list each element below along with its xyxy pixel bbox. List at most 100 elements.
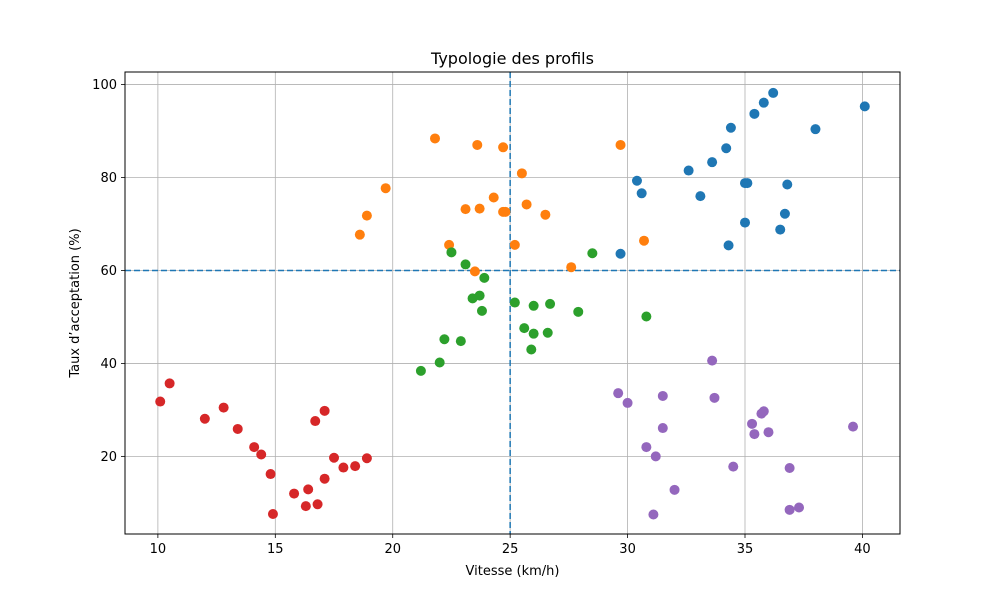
- data-point-cluster-1: [636, 188, 647, 199]
- data-point-cluster-3: [519, 323, 530, 334]
- data-point-cluster-3: [474, 290, 485, 301]
- data-point-cluster-3: [439, 334, 450, 345]
- data-point-cluster-5: [728, 461, 739, 472]
- data-point-cluster-1: [723, 240, 734, 251]
- data-point-cluster-5: [657, 423, 668, 434]
- x-axis-label: Vitesse (km/h): [466, 564, 560, 579]
- x-tick-label: 40: [854, 542, 871, 557]
- grid: [125, 72, 900, 534]
- data-point-cluster-1: [707, 157, 718, 168]
- data-point-cluster-3: [460, 259, 471, 270]
- data-point-cluster-2: [521, 199, 532, 210]
- data-point-cluster-2: [540, 209, 551, 220]
- x-tick-label: 30: [619, 542, 636, 557]
- data-point-cluster-5: [613, 388, 624, 399]
- plot-frame: [124, 71, 901, 535]
- data-point-cluster-4: [350, 461, 361, 472]
- data-point-cluster-3: [542, 327, 553, 338]
- data-point-cluster-3: [509, 297, 520, 308]
- data-point-cluster-2: [430, 133, 440, 144]
- data-point-cluster-1: [758, 97, 769, 108]
- data-point-cluster-2: [472, 139, 483, 150]
- data-point-cluster-1: [810, 124, 821, 135]
- data-point-cluster-5: [848, 421, 859, 432]
- data-point-cluster-3: [446, 247, 457, 258]
- data-point-cluster-1: [740, 217, 750, 228]
- data-point-cluster-3: [573, 306, 584, 317]
- data-point-cluster-1: [782, 179, 793, 190]
- y-tick-label: 40: [100, 357, 117, 372]
- data-point-cluster-1: [768, 87, 779, 98]
- data-point-cluster-4: [199, 413, 210, 424]
- data-point-cluster-3: [415, 365, 426, 376]
- data-point-cluster-5: [763, 427, 774, 438]
- data-point-cluster-2: [639, 235, 650, 246]
- data-point-cluster-3: [479, 272, 490, 283]
- data-point-cluster-4: [310, 416, 321, 427]
- data-point-cluster-1: [631, 175, 642, 186]
- data-point-cluster-2: [488, 192, 499, 203]
- data-point-cluster-4: [300, 501, 311, 512]
- y-axis-label: Taux d’acceptation (%): [68, 228, 83, 378]
- data-point-cluster-2: [615, 139, 626, 150]
- data-point-cluster-4: [249, 442, 260, 453]
- data-point-cluster-4: [232, 423, 243, 434]
- data-point-cluster-1: [615, 248, 626, 259]
- data-point-cluster-5: [622, 397, 633, 408]
- y-tick-label: 60: [100, 264, 117, 279]
- data-point-cluster-3: [545, 298, 556, 309]
- data-point-cluster-1: [742, 178, 753, 189]
- x-tick-label: 15: [267, 542, 284, 557]
- data-point-cluster-1: [775, 224, 786, 235]
- data-point-cluster-5: [747, 418, 758, 429]
- data-point-cluster-4: [155, 396, 166, 407]
- x-tick-label: 20: [384, 542, 401, 557]
- x-tick-label: 35: [737, 542, 754, 557]
- data-point-cluster-5: [648, 509, 659, 520]
- data-point-cluster-2: [500, 206, 511, 217]
- y-tick-label: 20: [100, 450, 117, 465]
- data-point-cluster-4: [319, 405, 330, 416]
- data-point-cluster-5: [709, 392, 720, 403]
- data-point-cluster-5: [749, 429, 760, 440]
- data-point-cluster-1: [695, 191, 706, 202]
- data-point-cluster-5: [669, 484, 680, 495]
- data-point-cluster-3: [434, 357, 445, 368]
- data-point-cluster-3: [641, 311, 652, 322]
- x-axis-ticks: 10 15 20 25 30 35 40: [150, 534, 871, 557]
- data-point-cluster-1: [749, 108, 760, 119]
- data-point-cluster-3: [528, 328, 539, 339]
- data-point-cluster-5: [641, 442, 652, 453]
- data-point-cluster-4: [312, 499, 323, 510]
- data-point-cluster-3: [455, 336, 466, 347]
- data-point-cluster-3: [587, 248, 598, 259]
- data-point-cluster-4: [289, 488, 300, 499]
- data-point-cluster-5: [784, 463, 795, 473]
- data-point-cluster-5: [758, 406, 769, 417]
- data-point-cluster-5: [657, 390, 668, 401]
- data-point-cluster-5: [794, 502, 805, 513]
- data-point-cluster-4: [303, 484, 314, 495]
- data-point-cluster-2: [498, 142, 509, 153]
- data-point-cluster-2: [474, 203, 485, 214]
- data-point-cluster-2: [469, 266, 480, 277]
- y-tick-label: 100: [92, 78, 117, 93]
- data-point-cluster-4: [256, 449, 267, 460]
- y-tick-label: 80: [100, 171, 117, 186]
- data-point-cluster-2: [361, 210, 372, 221]
- data-point-cluster-3: [476, 305, 487, 316]
- data-point-cluster-1: [683, 165, 694, 176]
- data-point-cluster-1: [725, 122, 736, 133]
- data-point-cluster-2: [460, 204, 471, 215]
- chart-title: Typologie des profils: [430, 49, 594, 68]
- data-point-cluster-3: [526, 344, 537, 355]
- data-point-cluster-2: [516, 168, 527, 179]
- data-point-cluster-1: [721, 143, 732, 154]
- data-point-cluster-4: [338, 462, 349, 473]
- data-point-cluster-2: [566, 262, 577, 273]
- data-point-cluster-4: [265, 469, 276, 480]
- data-points: [155, 87, 870, 520]
- data-point-cluster-4: [218, 402, 229, 413]
- data-point-cluster-4: [164, 378, 175, 389]
